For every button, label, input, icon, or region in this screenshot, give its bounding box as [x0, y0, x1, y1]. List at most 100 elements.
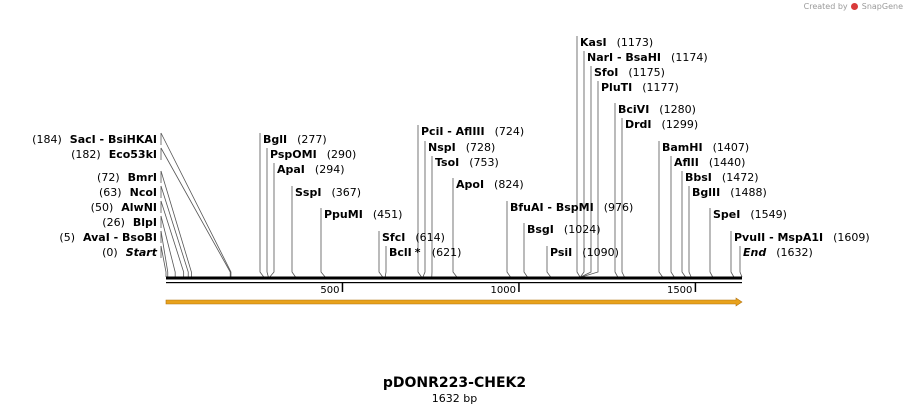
- site-position-label: (728): [466, 141, 496, 154]
- restriction-site: BglII (1488): [692, 186, 767, 199]
- leader-line: [384, 246, 387, 278]
- restriction-site: NspI (728): [428, 141, 495, 154]
- restriction-site: ApaI (294): [277, 163, 345, 176]
- site-name-label: BglI: [263, 133, 287, 146]
- site-name-label: NspI: [428, 141, 456, 154]
- site-position-label: (1175): [628, 66, 665, 79]
- site-position-label: (5): [59, 231, 75, 244]
- leader-line: [266, 148, 269, 278]
- site-position-label: (753): [469, 156, 499, 169]
- site-position-label: (824): [494, 178, 524, 191]
- site-position-label: (1177): [642, 81, 679, 94]
- leader-line: [621, 118, 625, 278]
- leader-line: [670, 156, 675, 278]
- site-position-label: (1174): [671, 51, 708, 64]
- site-position-label: (1440): [709, 156, 746, 169]
- site-position-label: (1488): [730, 186, 767, 199]
- site-position-label: (976): [604, 201, 634, 214]
- leader-line: [523, 223, 528, 278]
- restriction-site: (184) SacI - BsiHKAI: [32, 133, 157, 146]
- site-position-label: (1024): [564, 223, 601, 236]
- restriction-site: PciI - AflIII (724): [421, 125, 524, 138]
- site-position-label: (1609): [833, 231, 870, 244]
- site-name-label: BclI: [389, 246, 412, 259]
- leader-line: [581, 81, 599, 278]
- site-position-label: (1549): [750, 208, 787, 221]
- restriction-site: KasI (1173): [580, 36, 653, 49]
- restriction-site: BbsI (1472): [685, 171, 758, 184]
- restriction-site: TsoI (753): [435, 156, 499, 169]
- site-position-label: (72): [97, 171, 120, 184]
- leader-line: [546, 246, 552, 278]
- site-name-label: PspOMI: [270, 148, 317, 161]
- ruler-tick-label: 500: [320, 285, 339, 296]
- restriction-site: (63) NcoI: [99, 186, 157, 199]
- site-position-label: (294): [315, 163, 345, 176]
- site-position-label: (182): [71, 148, 101, 161]
- site-position-label: (1299): [662, 118, 699, 131]
- restriction-site: NarI - BsaHI (1174): [587, 51, 708, 64]
- site-position-label: (1090): [582, 246, 619, 259]
- site-methylation-mark: *: [415, 246, 421, 259]
- restriction-site: AflII (1440): [674, 156, 745, 169]
- leader-line: [160, 200, 185, 277]
- leader-line: [259, 133, 265, 278]
- restriction-site: SpeI (1549): [713, 208, 787, 221]
- leader-line: [417, 125, 422, 278]
- leader-line: [160, 132, 232, 277]
- site-name-label: AlwNI: [121, 201, 157, 214]
- site-name-label: PpuMI: [324, 208, 363, 221]
- leader-line: [614, 103, 619, 278]
- leader-line: [269, 163, 275, 278]
- site-name-label: BlpI: [133, 216, 157, 229]
- site-name-label: TsoI: [435, 156, 459, 169]
- snapgene-logo-icon: [851, 3, 859, 10]
- restriction-site: PspOMI (290): [270, 148, 356, 161]
- restriction-site: PvuII - MspA1I (1609): [734, 231, 870, 244]
- site-name-label: NarI - BsaHI: [587, 51, 661, 64]
- site-name-label: BmrI: [128, 171, 157, 184]
- leader-line: [160, 185, 189, 277]
- site-position-label: (621): [432, 246, 462, 259]
- site-name-label: BglII: [692, 186, 720, 199]
- leader-line: [160, 170, 192, 277]
- leader-lines: [160, 36, 743, 278]
- site-name-label: PciI - AflIII: [421, 125, 485, 138]
- leader-line: [681, 171, 686, 278]
- ruler-tick-label: 1000: [490, 285, 515, 296]
- leader-line: [688, 186, 692, 278]
- restriction-site: (72) BmrI: [97, 171, 157, 184]
- site-position-label: (277): [297, 133, 327, 146]
- site-position-label: (1407): [713, 141, 750, 154]
- leader-line: [160, 245, 167, 277]
- leader-line: [709, 208, 714, 278]
- restriction-site: BclI * (621): [389, 246, 461, 259]
- watermark: Created by SnapGene: [804, 2, 903, 11]
- restriction-site: (5) AvaI - BsoBI: [59, 231, 157, 244]
- site-position-label: (1173): [617, 36, 654, 49]
- leader-line: [739, 246, 743, 278]
- site-name-label: End: [743, 246, 766, 259]
- feature-track: [165, 297, 743, 307]
- sequence-backbone: [166, 276, 742, 284]
- site-position-label: (451): [373, 208, 403, 221]
- leader-line: [580, 66, 592, 278]
- site-position-label: (26): [102, 216, 125, 229]
- restriction-site: DrdI (1299): [625, 118, 698, 131]
- leader-line: [160, 147, 231, 277]
- site-name-label: SfoI: [594, 66, 618, 79]
- site-labels: (0) Start (5) AvaI - BsoBI (26) BlpI (50) AlwNI…: [32, 36, 870, 259]
- leader-line: [452, 178, 458, 278]
- watermark-prefix: Created by: [803, 2, 848, 11]
- leader-line: [160, 230, 169, 277]
- site-name-label: Eco53kI: [109, 148, 157, 161]
- site-name-label: NcoI: [130, 186, 157, 199]
- leader-line: [160, 215, 176, 277]
- site-position-label: (290): [327, 148, 357, 161]
- site-name-label: BciVI: [618, 103, 649, 116]
- site-name-label: SacI - BsiHKAI: [70, 133, 157, 146]
- site-name-label: ApaI: [277, 163, 305, 176]
- site-name-label: BsgI: [527, 223, 554, 236]
- site-position-label: (724): [495, 125, 525, 138]
